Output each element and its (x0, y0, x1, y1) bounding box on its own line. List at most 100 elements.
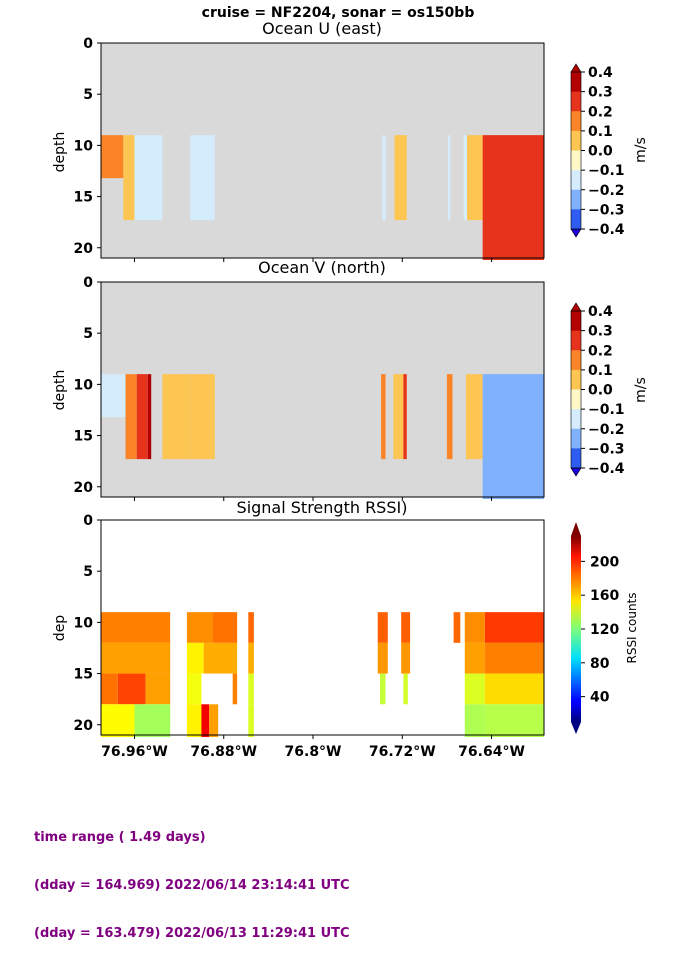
data-cell (381, 374, 386, 460)
data-cell (467, 135, 483, 221)
time-range-footer: time range ( 1.49 days) (dday = 164.969)… (34, 798, 350, 958)
colorbar-segment (571, 389, 581, 410)
y-tick-label: 20 (74, 480, 94, 496)
data-cell (382, 135, 386, 221)
data-cell (209, 704, 219, 738)
x-tick-label: 76.88°W (190, 744, 257, 760)
y-ticks: 0 5 10 15 20 (74, 513, 101, 734)
colorbar-tick-label: 0.4 (588, 65, 613, 81)
plot-frame (100, 281, 545, 498)
data-cell (403, 374, 407, 460)
colorbar-tick-label: −0.1 (588, 402, 625, 418)
colorbar-label: m/s (633, 137, 649, 163)
y-tick-label: 10 (74, 377, 94, 393)
colorbar-tick-label: 200 (590, 554, 619, 570)
colorbar-tick-label: 0.0 (588, 144, 613, 160)
data-cell (101, 642, 171, 674)
colorbar-segment (571, 428, 581, 449)
data-cell (482, 135, 544, 261)
y-tick-label: 5 (83, 564, 93, 580)
data-cell (212, 612, 238, 643)
data-cell (190, 135, 215, 221)
colorbar-segment (571, 150, 581, 171)
colorbar-segment (571, 209, 581, 230)
data-cell (134, 704, 171, 738)
colorbar-segment (571, 111, 581, 132)
data-cell (101, 135, 124, 179)
data-cell (248, 642, 254, 674)
data-cell (203, 642, 238, 674)
x-ticks (133, 258, 493, 262)
colorbar-gradient (571, 536, 581, 722)
colorbar-tick-label: 0.4 (588, 304, 613, 320)
colorbar: 0.4 0.3 0.2 0.1 0.0 −0.1 −0.2 −0.3 −0.4 (570, 63, 625, 238)
data-cell (186, 704, 202, 738)
panel-rssi: Signal Strength RSSI) dep 0 5 10 15 20 76.96… (52, 498, 639, 760)
y-axis-label: depth (52, 132, 68, 173)
panel-title: Ocean U (east) (262, 19, 382, 38)
y-tick-label: 20 (74, 718, 94, 734)
y-ticks: 0 5 10 15 20 (74, 275, 101, 496)
colorbar-extend-min (571, 722, 581, 734)
data-cell (248, 612, 254, 643)
colorbar-tick-label: 0.3 (588, 85, 613, 101)
data-cell (101, 673, 118, 705)
time-range-line: time range ( 1.49 days) (34, 830, 206, 845)
x-ticks (133, 497, 493, 501)
colorbar: 0.4 0.3 0.2 0.1 0.0 −0.1 −0.2 −0.3 −0.4 (570, 302, 625, 477)
colorbar-segment (571, 369, 581, 390)
panel-ocean-v: Ocean V (north) depth 0 5 10 15 20 0.4 0.3 0.2… (52, 258, 649, 501)
colorbar-tick-label: 0.2 (588, 343, 613, 359)
y-tick-label: 15 (74, 429, 93, 445)
data-cell (117, 673, 146, 705)
data-cell (377, 612, 388, 643)
plot-area (100, 281, 545, 500)
colorbar-tick-label: 0.2 (588, 104, 613, 120)
data-cell (465, 374, 483, 460)
colorbar-tick-label: −0.4 (588, 222, 625, 238)
data-cell (464, 704, 485, 738)
data-cell (446, 374, 453, 460)
colorbar-label: m/s (633, 377, 649, 403)
data-cell (186, 673, 202, 705)
data-cell (136, 374, 148, 460)
y-axis-label: dep (52, 615, 68, 642)
y-tick-label: 0 (83, 275, 93, 291)
data-cell (123, 135, 135, 221)
colorbar-extend-min (570, 228, 582, 238)
figure-suptitle: cruise = NF2204, sonar = os150bb (202, 5, 475, 21)
colorbar-tick-label: 0.3 (588, 324, 613, 340)
plot-frame (100, 42, 545, 259)
data-cell (484, 704, 544, 738)
y-tick-label: 15 (74, 190, 93, 206)
colorbar-segment (571, 91, 581, 112)
colorbar-label: RSSI counts (625, 592, 639, 663)
data-cell (394, 135, 407, 221)
colorbar-segment (571, 448, 581, 469)
data-cell (101, 704, 135, 738)
y-tick-label: 5 (83, 87, 93, 103)
plot-frame (100, 519, 545, 736)
data-cell (162, 374, 191, 460)
colorbar-tick-label: −0.3 (588, 202, 625, 218)
data-cell (377, 642, 388, 674)
plot-area (100, 519, 545, 738)
x-ticks: 76.96°W 76.88°W 76.8°W 76.72°W 76.64°W (101, 735, 525, 760)
data-cell (186, 642, 204, 674)
colorbar-segment (571, 130, 581, 151)
colorbar: 200 160 120 80 40 (571, 522, 619, 734)
data-cell (145, 673, 171, 705)
time-start-line: (dday = 163.479) 2022/06/13 11:29:41 UTC (34, 926, 350, 941)
colorbar-tick-label: 0.1 (588, 363, 613, 379)
data-cell (248, 673, 254, 705)
y-ticks: 0 5 10 15 20 (74, 36, 101, 257)
x-tick-label: 76.72°W (369, 744, 436, 760)
data-cell (401, 612, 411, 643)
data-cell (134, 135, 163, 221)
colorbar-tick-label: −0.3 (588, 441, 625, 457)
plot-area (100, 42, 545, 261)
data-cell (484, 642, 544, 674)
data-cell (190, 374, 215, 460)
colorbar-segment (571, 409, 581, 430)
colorbar-segment (571, 72, 581, 93)
